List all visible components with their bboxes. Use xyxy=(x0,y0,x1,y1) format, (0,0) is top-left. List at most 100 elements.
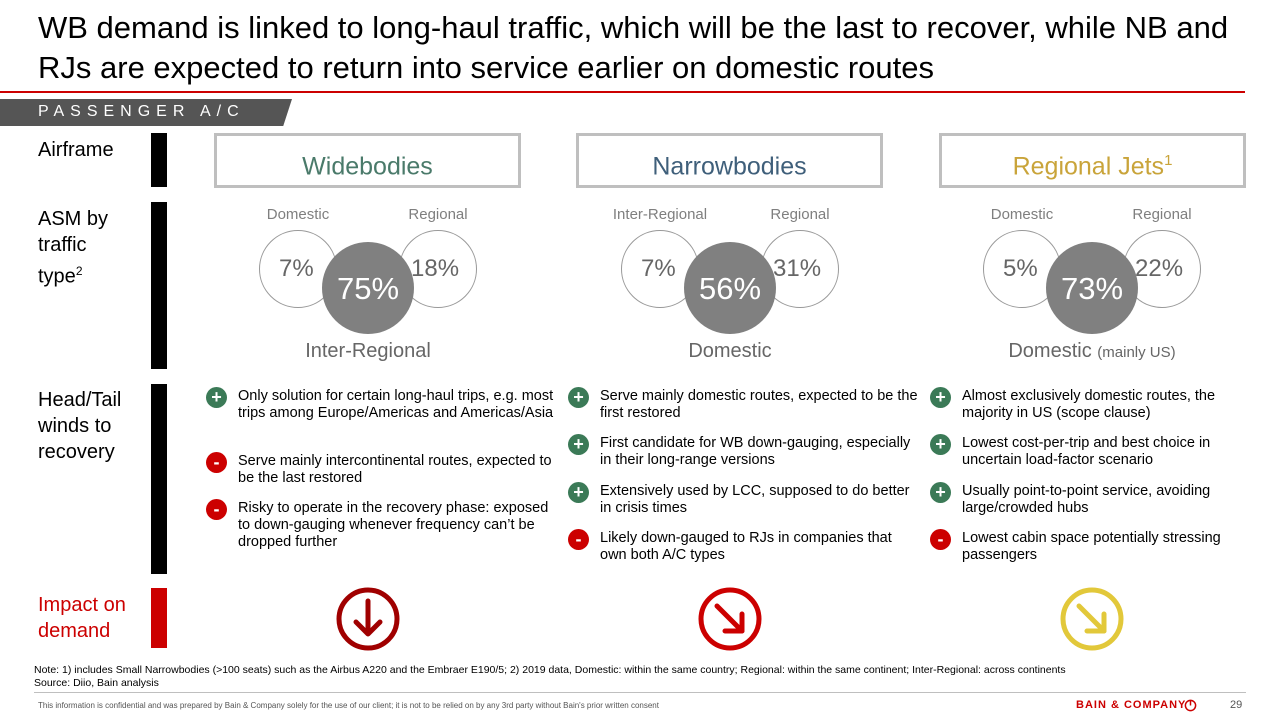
plus-icon: + xyxy=(568,387,589,408)
row-label-impact-line1: Impact on xyxy=(38,594,126,616)
venn-right-label: Regional xyxy=(408,206,468,223)
col-header-narrowbodies: Narrowbodies xyxy=(576,133,883,188)
page-title: WB demand is linked to long-haul traffic… xyxy=(38,10,1229,85)
list-item-text: Only solution for certain long-haul trip… xyxy=(238,388,554,421)
venn-left-value: 5% xyxy=(1003,255,1038,282)
venn-main-circle: 73% xyxy=(1046,242,1138,334)
section-tab-label: PASSENGER A/C xyxy=(38,103,245,120)
venn-left-value: 7% xyxy=(641,255,676,282)
venn-left-circle: 7% xyxy=(259,230,337,308)
row-label-asm-line2: traffic xyxy=(38,234,87,256)
row-bar-asm xyxy=(151,202,167,369)
footnote-note: Note: 1) includes Small Narrowbodies (>1… xyxy=(34,664,1066,676)
row-label-asm: ASM by traffic type2 xyxy=(38,206,108,290)
list-item-text: Serve mainly intercontinental routes, ex… xyxy=(238,453,552,486)
venn-caption: Domestic xyxy=(590,340,870,363)
venn-right-value: 31% xyxy=(773,255,822,282)
row-label-winds-line3: recovery xyxy=(38,441,115,463)
list-item: + Usually point-to-point service, avoidin… xyxy=(930,482,1247,517)
venn-right-label: Regional xyxy=(770,206,830,223)
page-number: 29 xyxy=(1230,699,1243,711)
confidentiality-disclaimer: This information is confidential and was… xyxy=(38,701,659,710)
list-item-text: Lowest cost-per-trip and best choice in … xyxy=(962,435,1211,468)
col-header-regional-jets-label: Regional Jets xyxy=(1012,152,1165,181)
plus-icon: + xyxy=(568,434,589,455)
list-item: + Serve mainly domestic routes, expected … xyxy=(568,387,920,422)
list-item-text: Likely down-gauged to RJs in companies t… xyxy=(600,530,892,563)
minus-icon: - xyxy=(206,452,227,473)
col-header-widebodies: Widebodies xyxy=(214,133,521,188)
list-item-text: Risky to operate in the recovery phase: … xyxy=(238,500,549,550)
row-label-impact-line2: demand xyxy=(38,620,111,642)
venn-main-value: 73% xyxy=(1060,271,1124,306)
brand-logo-icon xyxy=(1184,699,1197,712)
col-header-regional-jets-footnote: 1 xyxy=(1164,152,1173,169)
venn-right-label: Regional xyxy=(1132,206,1192,223)
venn-main-value: 75% xyxy=(336,271,400,306)
venn-right-value: 22% xyxy=(1135,255,1184,282)
section-tab: PASSENGER A/C xyxy=(0,99,292,126)
list-item-text: First candidate for WB down-gauging, esp… xyxy=(600,435,911,468)
row-label-winds-line2: winds to xyxy=(38,415,112,437)
title-divider xyxy=(0,91,1245,93)
venn-left-label: Inter-Regional xyxy=(612,206,708,223)
row-label-winds: Head/Tail winds to recovery xyxy=(38,387,121,465)
venn-caption-note: (mainly US) xyxy=(1097,344,1176,361)
row-label-asm-footnote: 2 xyxy=(75,264,83,278)
list-item: - Lowest cabin space potentially stressin… xyxy=(930,529,1247,564)
plus-icon: + xyxy=(568,482,589,503)
plus-icon: + xyxy=(930,387,951,408)
arrow-down-right-icon xyxy=(1060,587,1124,651)
plus-icon: + xyxy=(930,434,951,455)
footnote: Note: 1) includes Small Narrowbodies (>1… xyxy=(34,664,1066,690)
row-bar-impact xyxy=(151,588,167,648)
footer-divider xyxy=(34,692,1246,693)
venn-left-label: Domestic xyxy=(266,206,330,223)
arrow-down-icon xyxy=(336,587,400,651)
venn-right-circle: 18% xyxy=(399,230,477,308)
arrow-down-right-icon xyxy=(698,587,762,651)
row-label-winds-line1: Head/Tail xyxy=(38,389,122,411)
list-item: - Risky to operate in the recovery phase:… xyxy=(206,499,558,551)
col-header-widebodies-label: Widebodies xyxy=(302,152,433,181)
venn-main-value: 56% xyxy=(698,271,762,306)
venn-caption: Inter-Regional xyxy=(228,340,508,363)
venn-caption-label: Domestic xyxy=(1008,340,1092,362)
col-header-narrowbodies-label: Narrowbodies xyxy=(652,152,807,181)
minus-icon: - xyxy=(930,529,951,550)
plus-icon: + xyxy=(206,387,227,408)
row-label-asm-line1: ASM by xyxy=(38,208,109,230)
plus-icon: + xyxy=(930,482,951,503)
row-label-airframe: Airframe xyxy=(38,139,114,161)
list-item-text: Usually point-to-point service, avoiding… xyxy=(962,483,1211,516)
brand-logo-text: BAIN & COMPANY xyxy=(1076,699,1187,711)
minus-icon: - xyxy=(568,529,589,550)
list-item-text: Lowest cabin space potentially stressing… xyxy=(962,530,1221,563)
row-bar-winds xyxy=(151,384,167,574)
list-item: - Likely down-gauged to RJs in companies … xyxy=(568,529,920,564)
list-item-text: Almost exclusively domestic routes, the … xyxy=(962,388,1216,421)
list-item: + Extensively used by LCC, supposed to do… xyxy=(568,482,920,517)
row-label-asm-line3: type xyxy=(38,265,76,288)
col-header-regional-jets: Regional Jets1 xyxy=(939,133,1246,188)
venn-main-circle: 75% xyxy=(322,242,414,334)
venn-left-label: Domestic xyxy=(990,206,1054,223)
list-item: + First candidate for WB down-gauging, es… xyxy=(568,434,920,469)
list-item: + Only solution for certain long-haul tri… xyxy=(206,387,558,422)
venn-caption-label: Inter-Regional xyxy=(305,340,431,362)
list-item-text: Extensively used by LCC, supposed to do … xyxy=(600,483,910,516)
venn-left-value: 7% xyxy=(279,255,314,282)
footnote-source: Source: Diio, Bain analysis xyxy=(34,677,159,689)
venn-caption-label: Domestic xyxy=(688,340,772,362)
list-item: - Serve mainly intercontinental routes, e… xyxy=(206,452,558,487)
list-item: + Lowest cost-per-trip and best choice in… xyxy=(930,434,1247,469)
row-label-impact: Impact on demand xyxy=(38,592,126,644)
venn-main-circle: 56% xyxy=(684,242,776,334)
list-item-text: Serve mainly domestic routes, expected t… xyxy=(600,388,918,421)
venn-left-circle: 7% xyxy=(621,230,699,308)
row-bar-airframe xyxy=(151,133,167,187)
venn-caption: Domestic (mainly US) xyxy=(952,340,1232,363)
venn-right-circle: 31% xyxy=(761,230,839,308)
minus-icon: - xyxy=(206,499,227,520)
venn-right-value: 18% xyxy=(411,255,460,282)
